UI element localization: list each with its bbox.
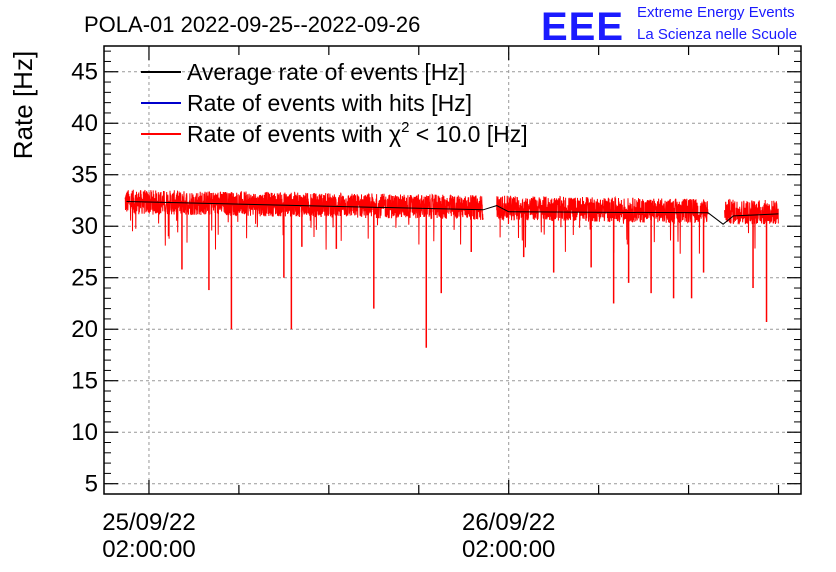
series-chi2-segment [124, 189, 484, 250]
grid [104, 46, 801, 494]
series-chi2-segment [496, 195, 709, 254]
y-tick-label: 20 [71, 316, 98, 343]
y-tick-label: 5 [85, 471, 98, 498]
chart-title: POLA-01 2022-09-25--2022-09-26 [84, 12, 420, 37]
legend: Average rate of events [Hz] Rate of even… [141, 59, 528, 147]
axes: 5101520253035404525/09/2202:00:0026/09/2… [71, 46, 801, 563]
y-tick-label: 45 [71, 59, 98, 86]
y-tick-label: 30 [71, 213, 98, 240]
series-layer [124, 189, 779, 348]
logo-line1: Extreme Energy Events [637, 4, 795, 21]
y-tick-label: 40 [71, 110, 98, 137]
x-tick-label-time: 02:00:00 [462, 536, 555, 563]
y-tick-label: 35 [71, 162, 98, 189]
plot-frame [103, 45, 802, 495]
legend-label-chi2: Rate of events with χ2 < 10.0 [Hz] [187, 119, 528, 147]
legend-label-hits: Rate of events with hits [Hz] [187, 90, 472, 116]
legend-label-average: Average rate of events [Hz] [187, 59, 465, 85]
eee-logo: EEE Extreme Energy Events La Scienza nel… [541, 4, 797, 49]
y-axis-label: Rate [Hz] [8, 51, 38, 159]
x-tick-label-date: 26/09/22 [462, 509, 555, 536]
x-tick-label-time: 02:00:00 [102, 536, 195, 563]
y-tick-label: 15 [71, 368, 98, 395]
logo-line2: La Scienza nelle Scuole [637, 26, 797, 43]
series-average [126, 201, 779, 225]
x-tick-label-date: 25/09/22 [102, 509, 195, 536]
series-chi2-segment [724, 198, 779, 249]
y-tick-label: 25 [71, 265, 98, 292]
logo-eee-text: EEE [541, 5, 624, 49]
y-tick-label: 10 [71, 419, 98, 446]
